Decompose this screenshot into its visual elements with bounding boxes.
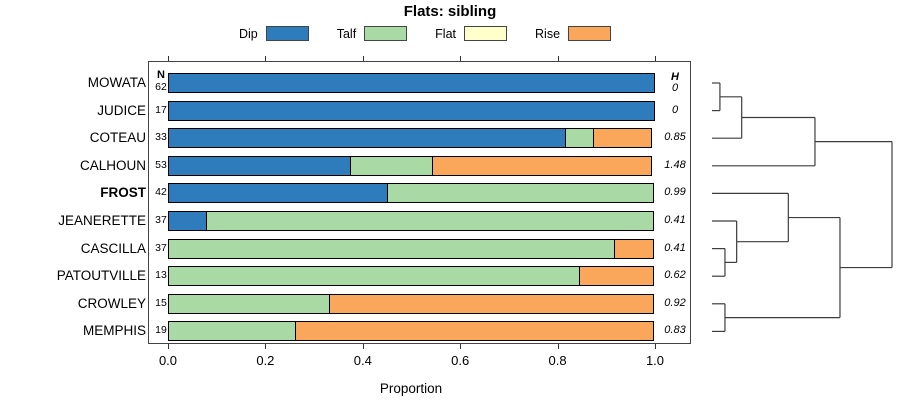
bar-segment-dip: [168, 183, 389, 204]
row-label-patoutville: PATOUTVILLE: [56, 268, 146, 284]
h-value: 0.85: [664, 131, 686, 144]
bar-segment-talf: [350, 155, 434, 176]
bar-segment-rise: [578, 266, 654, 287]
bar-segment-talf: [565, 128, 595, 149]
legend-swatch-dip: [265, 26, 309, 41]
h-value: 0.92: [664, 296, 686, 309]
row-label-memphis: MEMPHIS: [82, 323, 146, 339]
n-value: 33: [155, 131, 167, 144]
h-value: 0: [671, 82, 679, 94]
stacked-bar-judice: [168, 100, 655, 121]
chart-title: Flats: sibling: [403, 3, 497, 20]
x-axis-title: Proportion: [379, 381, 443, 396]
h-value: 0.83: [664, 324, 686, 337]
row-label-crowley: CROWLEY: [77, 295, 146, 311]
bar-segment-rise: [614, 238, 654, 259]
stacked-bar-memphis: [168, 321, 654, 342]
axis-tick-top: [265, 56, 267, 61]
bar-segment-rise: [294, 321, 654, 342]
axis-tick-label: 0.4: [353, 353, 372, 368]
axis-tick-top: [168, 56, 169, 61]
bar-segment-talf: [206, 211, 654, 231]
axis-tick-label: 0.0: [158, 353, 178, 368]
stacked-bar-crowley: [168, 293, 654, 314]
bar-segment-talf: [168, 321, 297, 342]
n-value: 37: [155, 241, 167, 254]
h-value: 0.99: [664, 186, 686, 199]
bar-segment-rise: [328, 293, 654, 314]
h-value: 0: [671, 103, 679, 116]
n-value: 42: [155, 186, 167, 199]
plot-area: [148, 61, 691, 344]
legend: Dip Talf Flat Rise: [0, 26, 850, 41]
axis-tick-bottom: [460, 344, 462, 349]
n-column-header: N: [157, 69, 165, 81]
stacked-bar-cascilla: [168, 238, 654, 259]
axis-tick-top: [362, 56, 364, 61]
legend-item-rise: Rise: [535, 26, 612, 41]
legend-swatch-flat: [464, 26, 508, 41]
stacked-bar-mowata: [168, 73, 655, 93]
bar-segment-talf: [386, 183, 654, 204]
bar-segment-dip: [168, 128, 567, 149]
n-value: 53: [155, 158, 167, 171]
axis-tick-label: 0.6: [451, 353, 470, 368]
n-value: 13: [155, 269, 167, 282]
axis-tick-top: [655, 56, 656, 61]
bar-segment-dip: [168, 211, 208, 231]
bar-segment-talf: [168, 266, 580, 287]
legend-item-talf: Talf: [336, 26, 408, 41]
axis-tick-bottom: [362, 344, 364, 349]
n-value: 15: [155, 296, 167, 309]
dendrogram: [712, 82, 893, 332]
legend-label: Rise: [535, 26, 561, 41]
n-value: 19: [155, 324, 167, 337]
legend-item-dip: Dip: [239, 26, 309, 41]
row-label-frost: FROST: [100, 185, 146, 201]
axis-tick-top: [460, 56, 462, 61]
row-label-jeanerette: JEANERETTE: [58, 213, 146, 228]
axis-tick-bottom: [655, 344, 656, 349]
stacked-bar-jeanerette: [168, 211, 654, 231]
legend-item-flat: Flat: [435, 26, 508, 41]
row-label-calhoun: CALHOUN: [79, 157, 146, 173]
h-value: 0.62: [664, 269, 686, 282]
legend-swatch-talf: [364, 26, 408, 41]
legend-label: Flat: [435, 26, 457, 41]
legend-swatch-rise: [568, 26, 612, 41]
n-value: 62: [155, 81, 167, 93]
n-value: 37: [155, 214, 167, 226]
axis-tick-label: 1.0: [645, 353, 665, 368]
axis-tick-top: [557, 56, 559, 61]
bar-segment-dip: [168, 155, 352, 176]
legend-label: Talf: [336, 26, 357, 41]
h-column-header: H: [671, 71, 679, 83]
h-value: 1.48: [664, 158, 686, 171]
bar-segment-talf: [168, 293, 331, 314]
stacked-bar-frost: [168, 183, 654, 204]
stacked-bar-patoutville: [168, 266, 654, 287]
row-label-coteau: COTEAU: [89, 130, 146, 146]
bar-segment-rise: [593, 128, 653, 149]
axis-tick-label: 0.2: [256, 353, 275, 368]
bar-segment-dip: [168, 100, 655, 121]
bar-segment-dip: [168, 73, 655, 93]
row-label-mowata: MOWATA: [87, 75, 146, 90]
row-label-judice: JUDICE: [97, 102, 146, 118]
stacked-bar-coteau: [168, 128, 653, 149]
h-value: 0.41: [664, 241, 686, 254]
axis-tick-label: 0.8: [548, 353, 567, 368]
legend-label: Dip: [238, 26, 258, 41]
stacked-bar-calhoun: [168, 155, 653, 176]
n-value: 17: [155, 103, 167, 116]
row-label-cascilla: CASCILLA: [80, 240, 146, 256]
bar-segment-rise: [431, 155, 653, 176]
axis-tick-bottom: [557, 344, 559, 349]
h-value: 0.41: [664, 214, 686, 226]
bar-segment-talf: [168, 238, 616, 259]
axis-tick-bottom: [265, 344, 267, 349]
axis-tick-bottom: [168, 344, 169, 349]
